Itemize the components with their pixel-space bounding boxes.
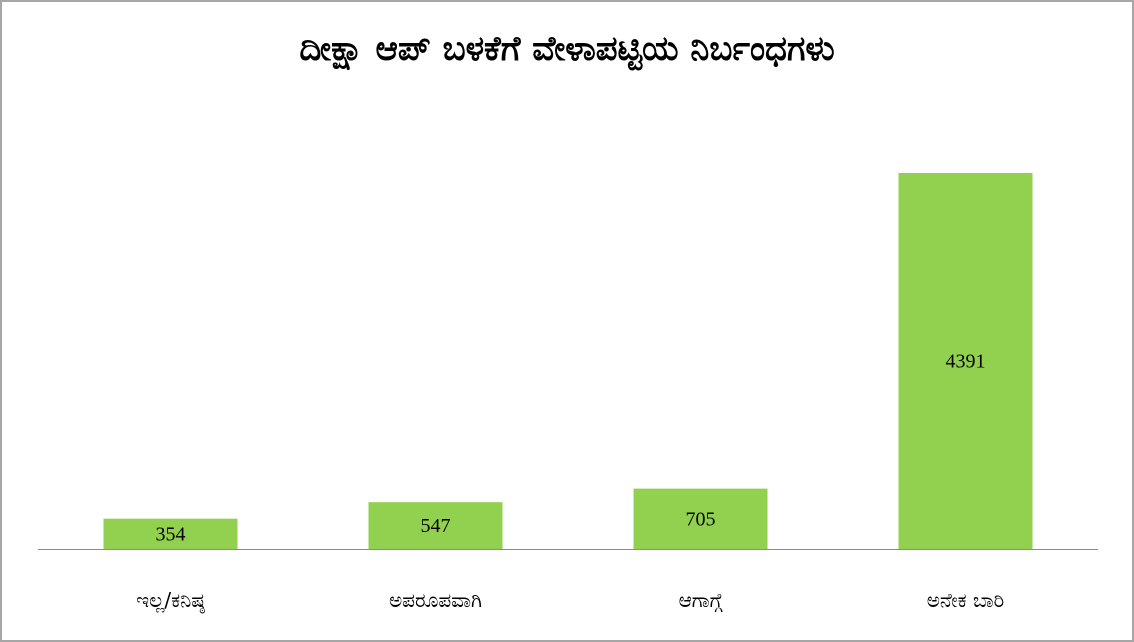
x-tick-label: ಅಪರೂಪವಾಗಿ xyxy=(389,588,482,612)
bar xyxy=(633,488,768,549)
x-tick-label: ಇಲ್ಲ/ಕನಿಷ್ಠ xyxy=(136,588,205,614)
x-tick-label: ಅನೇಕ ಬಾರಿ xyxy=(927,588,1005,612)
bar xyxy=(103,518,238,549)
value-label: 705 xyxy=(686,508,716,530)
value-label: 547 xyxy=(421,515,451,537)
bar xyxy=(368,502,503,549)
bar xyxy=(898,173,1033,549)
chart-title: ದೀಕ್ಷಾ ಆಪ್ ಬಳಕೆಗೆ ವೇಳಾಪಟ್ಟಿಯ ನಿರ್ಬಂಧಗಳು xyxy=(299,29,834,71)
value-label: 4391 xyxy=(946,351,986,373)
x-tick-label: ಆಗಾಗ್ಗೆ xyxy=(679,588,723,612)
value-label: 354 xyxy=(156,523,186,545)
